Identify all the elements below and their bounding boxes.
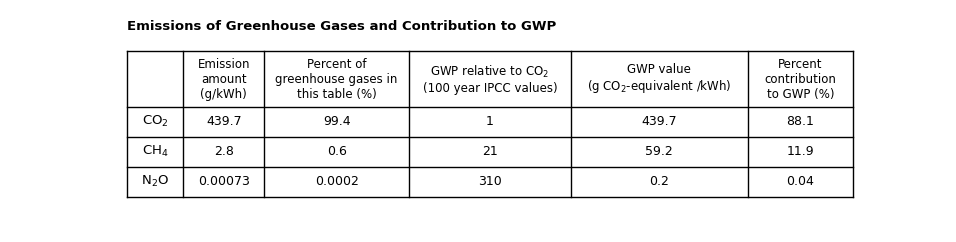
Text: 21: 21 <box>482 145 498 158</box>
Text: 2.8: 2.8 <box>214 145 233 158</box>
Text: 11.9: 11.9 <box>787 145 815 158</box>
Text: 1: 1 <box>486 115 494 129</box>
Text: GWP relative to $\mathrm{CO_2}$
(100 year IPCC values): GWP relative to $\mathrm{CO_2}$ (100 yea… <box>423 64 557 95</box>
Text: $\mathrm{CH_4}$: $\mathrm{CH_4}$ <box>141 144 168 159</box>
Text: 59.2: 59.2 <box>645 145 673 158</box>
Text: 0.2: 0.2 <box>649 175 669 188</box>
Text: Emission
amount
(g/kWh): Emission amount (g/kWh) <box>198 58 250 101</box>
Text: 0.00073: 0.00073 <box>198 175 250 188</box>
Text: 439.7: 439.7 <box>206 115 242 129</box>
Text: Emissions of Greenhouse Gases and Contribution to GWP: Emissions of Greenhouse Gases and Contri… <box>127 20 556 33</box>
Text: $\mathrm{CO_2}$: $\mathrm{CO_2}$ <box>141 114 168 129</box>
Text: GWP value
(g $\mathrm{CO_2}$-equivalent /kWh): GWP value (g $\mathrm{CO_2}$-equivalent … <box>587 63 731 95</box>
Text: $\mathrm{N_2O}$: $\mathrm{N_2O}$ <box>141 174 169 189</box>
Text: Percent
contribution
to GWP (%): Percent contribution to GWP (%) <box>765 58 836 101</box>
Text: 99.4: 99.4 <box>323 115 351 129</box>
Text: 0.04: 0.04 <box>787 175 815 188</box>
Text: 88.1: 88.1 <box>787 115 815 129</box>
Text: Percent of
greenhouse gases in
this table (%): Percent of greenhouse gases in this tabl… <box>275 58 398 101</box>
Text: 0.0002: 0.0002 <box>315 175 358 188</box>
Text: 0.6: 0.6 <box>327 145 347 158</box>
Text: 439.7: 439.7 <box>641 115 677 129</box>
Text: 310: 310 <box>478 175 502 188</box>
